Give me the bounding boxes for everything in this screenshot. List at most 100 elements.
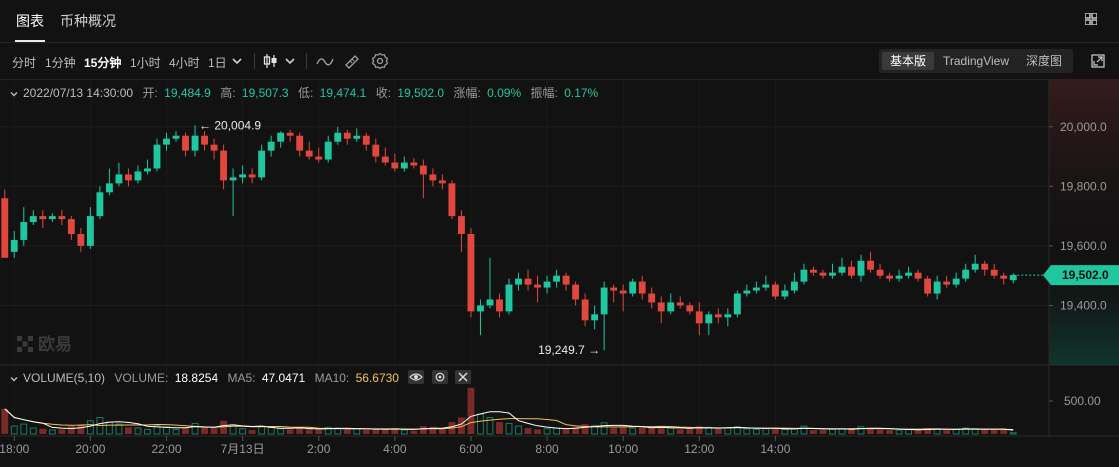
view-depth-button[interactable]: 深度图 [1025,54,1062,68]
collapse-chevron-icon[interactable] [9,89,19,99]
candle-body [676,302,684,306]
candle-body [172,135,180,139]
open-label: 开: [142,86,158,100]
candle-body [781,290,789,297]
volume-bar [724,427,732,435]
candle-body [362,135,370,145]
view-tradingview-button[interactable]: TradingView [942,54,1010,68]
volume-bar [952,428,960,435]
candle-body [733,293,741,315]
candle-body [838,266,846,273]
volume-bar [39,428,47,434]
volume-bar [810,430,817,434]
volume-bar [201,427,208,434]
eye-visibility-icon[interactable] [408,370,425,387]
tab-coin-overview[interactable]: 币种概况 [60,13,116,29]
volume-bar [353,428,361,435]
volume-bar [153,424,161,435]
fullscreen-expand-icon[interactable] [1091,54,1105,68]
volume-bar [581,424,589,434]
volume-bar [819,430,827,434]
volume-bar [286,429,294,434]
interval-1h[interactable]: 1小时 [130,56,161,70]
candle-body [562,275,570,285]
volume-bar [857,426,865,435]
indicator-wave-icon[interactable] [316,52,334,70]
candlestick-type-icon[interactable] [262,52,280,70]
volume-bar [667,427,675,435]
volume-bar [886,430,893,434]
view-basic-button[interactable]: 基本版 [882,52,934,70]
candle-body [105,183,113,193]
interval-1m[interactable]: 1分钟 [45,56,76,70]
volume-ma5-line [4,408,1014,431]
price-tick-label: 20,000.0 [1060,120,1107,134]
candle-body [229,177,237,181]
volume-bar [191,422,199,435]
tab-chart[interactable]: 图表 [16,13,44,29]
volume-info-bar: VOLUME(5,10) VOLUME: 18.8254 MA5: 47.047… [9,370,472,387]
candle-body [77,233,85,246]
candle-body [524,278,532,285]
volume-bar [277,428,285,435]
volume-bar [914,430,922,434]
candle-body [429,174,437,181]
candle-body [952,278,960,285]
interval-time-sharing[interactable]: 分时 [12,56,37,70]
layout-grid-icon[interactable] [1085,13,1097,25]
close-value: 19,502.0 [397,86,445,100]
time-tick-label: 7月13日 [221,442,265,456]
candle-body [990,269,998,276]
candle-body [477,305,484,312]
candle-body [391,162,399,169]
volume-bar [591,424,599,435]
settings-gear-icon[interactable] [371,52,389,70]
candle-body [324,141,332,160]
candle-body [638,281,646,294]
candle-body [790,281,798,291]
interval-15m[interactable]: 15分钟 [84,56,122,70]
volume-bar [505,422,513,435]
candle-body [819,272,827,276]
volume-bar [534,429,541,434]
interval-1d[interactable]: 1日 [208,56,227,70]
candle-body [762,284,770,288]
indicator-settings-icon[interactable] [431,370,448,387]
volume-bar [429,426,437,434]
ohlc-info-bar: 2022/07/13 14:30:00 开: 19,484.9 高: 19,50… [9,84,598,100]
low-label: 低: [297,86,314,100]
candle-body [486,299,494,306]
volume-bar [105,421,113,435]
candle-body [829,272,836,276]
candle-body [419,165,427,175]
chevron-down-icon[interactable] [283,54,297,68]
volume-bar [343,429,351,434]
candle-body [572,284,580,300]
time-tick-label: 18:00 [0,442,30,456]
time-tick-label: 12:00 [684,442,714,456]
volume-bar [981,429,989,434]
chevron-down-icon[interactable] [230,54,244,68]
candle-datetime: 2022/07/13 14:30:00 [23,86,134,100]
close-indicator-icon[interactable] [455,370,472,387]
time-tick-label: 14:00 [760,442,790,456]
volume-bar [867,428,874,434]
volume-bar [67,426,75,434]
candle-body [467,233,475,312]
volume-indicator-title: VOLUME(5,10) [23,370,106,385]
candle-body [29,216,37,223]
drawing-ruler-icon[interactable] [343,52,361,70]
toolbar-divider [254,53,255,69]
candle-body [144,168,151,172]
interval-4h[interactable]: 4小时 [169,56,200,70]
volume-bar [543,428,551,435]
volume-bar [248,430,256,434]
volume-bar [781,428,789,435]
volume-bar [372,429,380,434]
collapse-chevron-icon[interactable] [9,374,19,384]
volume-bar [315,430,323,434]
low-price-annotation: 19,249.7 → [538,343,600,357]
volume-bar [10,425,18,435]
candle-body [800,269,808,282]
